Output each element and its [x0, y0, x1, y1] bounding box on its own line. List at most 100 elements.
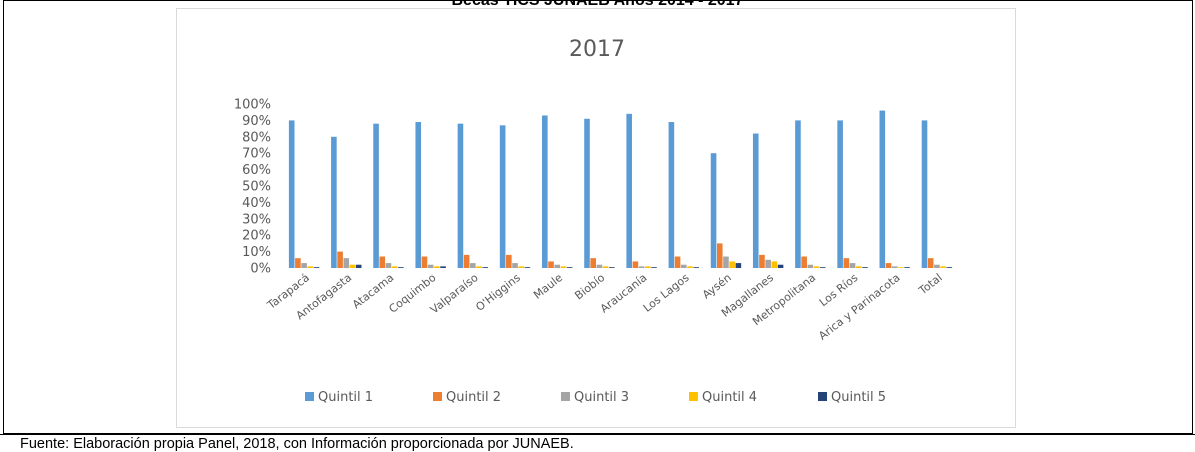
x-tick-label: Biobío: [572, 271, 607, 302]
x-axis-labels: TarapacáAntofagastaAtacamaCoquimboValpar…: [264, 271, 945, 343]
bar: [891, 266, 898, 268]
bar: [837, 120, 843, 269]
bar: [940, 266, 946, 268]
figure-border: [3, 0, 1193, 434]
x-tick-label: Valparaíso: [428, 271, 481, 316]
bar: [379, 256, 386, 268]
bar: [499, 125, 506, 268]
bar: [693, 267, 699, 268]
footer-divider: [0, 434, 1195, 435]
bar: [337, 251, 343, 268]
bar: [632, 261, 639, 268]
bar: [898, 267, 904, 268]
bar: [349, 264, 356, 268]
bar: [421, 256, 428, 268]
bar: [584, 118, 590, 268]
y-tick-label: 0%: [250, 262, 271, 277]
bar: [560, 266, 567, 268]
chart-area: [176, 8, 1016, 428]
bar: [512, 263, 518, 268]
legend-label: Quintil 2: [446, 390, 501, 405]
bar: [391, 266, 398, 268]
bar: [313, 267, 320, 268]
y-tick-label: 60%: [242, 163, 271, 178]
bar: [301, 263, 307, 268]
bar: [518, 266, 525, 268]
bar: [638, 266, 645, 268]
y-tick-label: 40%: [242, 196, 271, 211]
x-tick-label: Araucanía: [598, 271, 650, 315]
bar: [752, 133, 759, 268]
bar: [343, 258, 350, 268]
y-axis: 0% 10%20% 30%40%50% 60%70% 80%90%100%: [234, 98, 271, 277]
bar: [729, 261, 735, 268]
bar: [904, 267, 910, 268]
bar: [331, 136, 337, 268]
bar: [885, 263, 892, 268]
x-tick-label: Los Lagos: [641, 271, 692, 315]
bar: [548, 261, 554, 268]
bar: [680, 264, 687, 268]
x-tick-label: Aysén: [700, 271, 734, 301]
bar: [710, 153, 717, 268]
bar: [934, 264, 940, 268]
legend-swatch: [305, 392, 314, 401]
bar: [476, 266, 482, 268]
bar: [506, 254, 512, 268]
bar: [626, 113, 632, 268]
bar: [427, 264, 434, 268]
bar: [771, 261, 778, 268]
bar: [609, 267, 615, 268]
legend-label: Quintil 3: [574, 390, 629, 405]
bar: [716, 243, 723, 268]
y-tick-label: 90%: [242, 114, 271, 129]
bar: [651, 267, 657, 268]
bar: [554, 264, 561, 268]
bar: [946, 267, 953, 268]
y-tick-label: 100%: [234, 98, 271, 113]
bar: [524, 267, 531, 268]
x-tick-label: O'Higgins: [473, 271, 523, 314]
bar: [813, 266, 820, 268]
legend-label: Quintil 4: [702, 390, 757, 405]
y-tick-label: 70%: [242, 147, 271, 162]
bar: [373, 123, 379, 269]
y-tick-label: 20%: [242, 229, 271, 244]
bar: [482, 267, 489, 268]
bar: [385, 263, 392, 268]
bar: [470, 263, 476, 268]
bar: [723, 256, 729, 268]
bar: [602, 266, 609, 268]
bar: [415, 122, 422, 268]
figure-header-title: Becas TICS JUNAEB Años 2014 - 2017: [451, 0, 744, 9]
bar: [288, 120, 295, 269]
legend: Quintil 1 Quintil 2 Quintil 3 Quintil 4 Quin…: [305, 390, 886, 405]
bar: [644, 266, 651, 268]
bar: [759, 254, 765, 268]
bar: [434, 266, 440, 268]
bar: [855, 266, 862, 268]
bar: [590, 258, 597, 268]
y-tick-label: 80%: [242, 130, 271, 145]
y-tick-label: 10%: [242, 245, 271, 260]
bar: [457, 123, 464, 269]
bar: [879, 110, 886, 268]
bar: [295, 258, 301, 268]
bar: [355, 264, 362, 268]
bar: [440, 266, 446, 268]
bar: [777, 264, 784, 268]
bar: [921, 120, 928, 269]
legend-label: Quintil 5: [831, 390, 886, 405]
legend-label: Quintil 1: [318, 390, 373, 405]
bar: [843, 258, 850, 268]
bar: [674, 256, 681, 268]
x-tick-label: Total: [916, 271, 945, 298]
bar: [735, 263, 742, 268]
bar: [849, 263, 856, 268]
legend-swatch: [689, 392, 698, 401]
bar: [542, 115, 548, 268]
bar: [795, 120, 801, 269]
bar: [862, 267, 868, 268]
